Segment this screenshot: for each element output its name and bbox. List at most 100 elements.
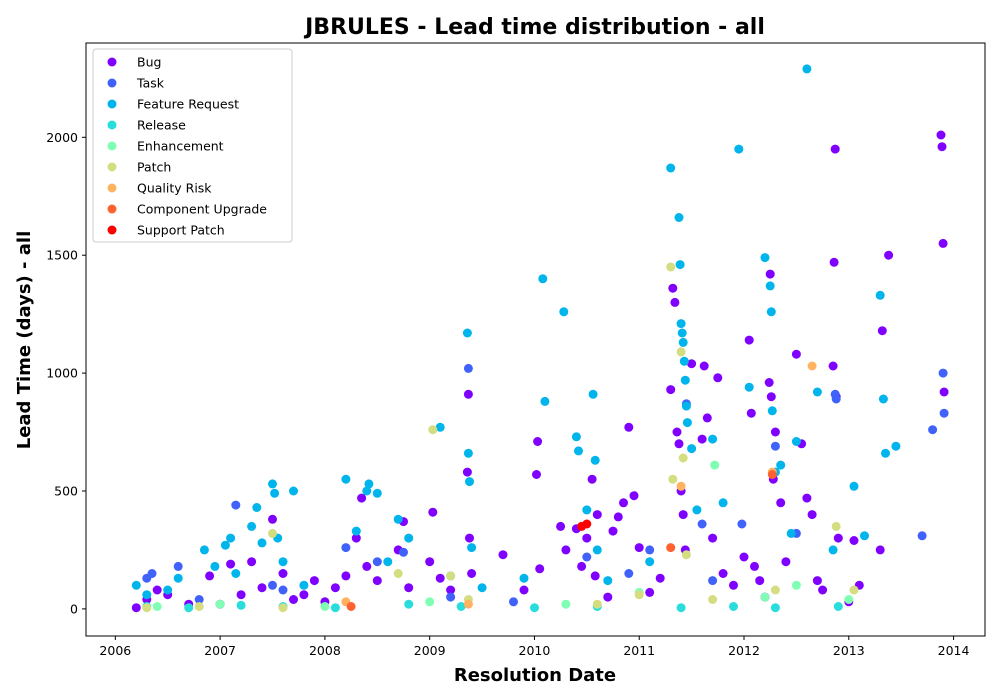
data-point: [860, 531, 869, 541]
data-point: [465, 533, 474, 543]
series-2: [131, 64, 901, 600]
legend-label: Release: [137, 118, 186, 133]
data-point: [939, 387, 949, 397]
data-point: [699, 361, 709, 371]
data-point: [884, 250, 894, 260]
data-point: [592, 599, 602, 609]
data-point: [666, 163, 676, 173]
data-point: [194, 602, 204, 611]
data-point: [878, 394, 888, 404]
data-point: [677, 328, 687, 338]
data-point: [802, 493, 812, 503]
data-point: [231, 569, 241, 578]
data-point: [675, 260, 685, 270]
data-point: [708, 595, 718, 604]
data-point: [713, 373, 723, 383]
data-point: [462, 467, 472, 477]
data-point: [708, 533, 718, 543]
legend-label: Bug: [137, 55, 161, 70]
data-point: [765, 269, 775, 279]
data-point: [532, 470, 541, 479]
legend-label: Feature Request: [137, 97, 239, 112]
data-point: [645, 587, 655, 597]
legend-label: Patch: [137, 160, 171, 175]
data-point: [268, 528, 277, 538]
legend-marker: [107, 78, 117, 88]
data-point: [849, 585, 859, 595]
data-point: [425, 557, 435, 567]
x-axis-label: Resolution Date: [454, 665, 616, 686]
data-point: [645, 557, 655, 567]
data-point: [425, 597, 435, 607]
x-tick-label: 2011: [623, 643, 655, 658]
legend-marker: [107, 99, 117, 109]
data-point: [299, 590, 309, 600]
data-point: [194, 595, 204, 604]
data-point: [163, 585, 173, 595]
data-point: [645, 545, 655, 555]
data-point: [629, 491, 639, 501]
data-point: [674, 213, 684, 222]
legend: Bug Task Feature Request Release Enhancement…: [92, 48, 293, 243]
data-point: [881, 448, 890, 458]
data-point: [142, 590, 152, 600]
data-point: [173, 573, 183, 583]
data-point: [289, 595, 298, 604]
data-point: [278, 569, 288, 578]
data-point: [364, 479, 374, 489]
data-point: [666, 262, 676, 272]
data-point: [791, 349, 801, 359]
data-point: [744, 382, 754, 392]
data-point: [603, 592, 613, 602]
data-point: [679, 356, 689, 366]
legend-box: [92, 48, 293, 243]
legend-label: Support Patch: [137, 223, 225, 238]
data-point: [351, 533, 361, 543]
data-point: [210, 561, 220, 571]
data-point: [672, 427, 682, 437]
data-point: [131, 580, 141, 590]
legend-label: Quality Risk: [137, 181, 212, 196]
data-point: [257, 538, 267, 548]
data-point: [362, 486, 372, 496]
data-point: [519, 585, 529, 595]
data-point: [755, 576, 765, 586]
data-point: [540, 396, 550, 406]
data-point: [619, 498, 628, 508]
data-point: [708, 576, 718, 586]
data-point: [702, 413, 712, 423]
data-point: [807, 361, 817, 371]
data-point: [938, 368, 948, 378]
legend-marker: [107, 141, 117, 151]
x-tick-label: 2013: [833, 643, 865, 658]
data-point: [571, 432, 581, 442]
data-point: [357, 493, 367, 503]
data-point: [330, 603, 340, 613]
data-point: [746, 408, 756, 418]
data-point: [393, 569, 403, 578]
data-point: [710, 460, 720, 470]
data-point: [404, 599, 414, 609]
data-point: [608, 526, 618, 536]
data-point: [428, 507, 438, 517]
data-point: [320, 602, 330, 611]
data-point: [404, 583, 414, 593]
data-point: [729, 602, 738, 611]
data-point: [634, 590, 644, 600]
data-point: [142, 603, 152, 613]
data-point: [807, 510, 817, 520]
data-point: [538, 274, 548, 284]
data-point: [624, 569, 634, 578]
data-point: [252, 503, 262, 512]
data-point: [770, 427, 780, 437]
data-point: [875, 545, 885, 555]
data-point: [666, 543, 676, 553]
data-point: [776, 498, 786, 508]
data-point: [574, 446, 583, 456]
data-point: [849, 536, 859, 545]
data-point: [770, 603, 780, 613]
data-point: [582, 519, 592, 529]
data-point: [891, 441, 901, 451]
legend-label: Enhancement: [137, 139, 224, 154]
